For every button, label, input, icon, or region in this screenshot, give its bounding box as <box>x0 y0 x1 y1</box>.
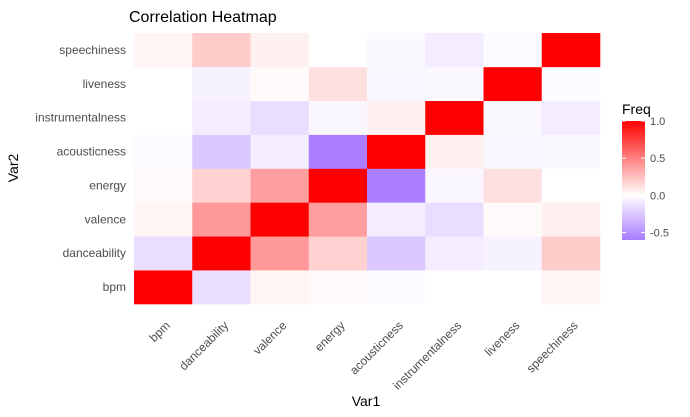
heatmap-cell-liveness-bpm <box>483 270 543 305</box>
heatmap-cell-liveness-liveness <box>483 66 543 102</box>
heatmap-cell-valence-danceability <box>250 236 310 271</box>
heatmap-cell-bpm-liveness <box>134 66 193 102</box>
y-tick-label-liveness: liveness <box>83 77 126 91</box>
heatmap-cell-bpm-energy <box>134 168 193 203</box>
heatmap-cell-danceability-valence <box>192 202 251 237</box>
heatmap-cell-valence-acousticness <box>250 134 310 169</box>
heatmap-cell-liveness-speechiness <box>483 33 543 68</box>
heatmap-cell-bpm-acousticness <box>134 134 193 169</box>
heatmap-cell-energy-energy <box>308 168 368 203</box>
heatmap-cell-bpm-danceability <box>134 236 193 271</box>
y-tick-label-valence: valence <box>85 212 127 226</box>
heatmap-cell-energy-speechiness <box>308 33 368 68</box>
x-axis-title: Var1 <box>352 393 381 409</box>
heatmap-cell-instrumentalness-danceability <box>425 236 484 271</box>
heatmap-cell-speechiness-bpm <box>541 270 601 305</box>
heatmap-cell-energy-acousticness <box>308 134 368 169</box>
heatmap-cell-danceability-energy <box>192 168 251 203</box>
heatmap-cell-speechiness-valence <box>541 202 601 237</box>
heatmap-cell-instrumentalness-instrumentalness <box>425 100 484 135</box>
heatmap-cell-instrumentalness-speechiness <box>425 33 484 68</box>
heatmap-cell-instrumentalness-liveness <box>425 66 484 102</box>
heatmap-cell-acousticness-speechiness <box>367 33 426 68</box>
heatmap-cell-acousticness-bpm <box>367 270 426 305</box>
heatmap-cell-energy-bpm <box>308 270 368 305</box>
legend-tick-label: 1.0 <box>650 116 665 128</box>
heatmap-cell-speechiness-speechiness <box>541 33 601 68</box>
y-tick-label-energy: energy <box>89 178 126 192</box>
heatmap-cell-instrumentalness-valence <box>425 202 484 237</box>
heatmap-cell-valence-valence <box>250 202 310 237</box>
heatmap-cell-liveness-valence <box>483 202 543 237</box>
y-tick-label-speechiness: speechiness <box>59 43 126 57</box>
heatmap-cell-danceability-liveness <box>192 66 251 102</box>
heatmap-cell-danceability-acousticness <box>192 134 251 169</box>
legend-colorbar <box>622 121 645 240</box>
heatmap-cell-acousticness-valence <box>367 202 426 237</box>
heatmap-cell-energy-liveness <box>308 66 368 102</box>
heatmap-cell-bpm-instrumentalness <box>134 100 193 135</box>
heatmap-cell-valence-liveness <box>250 66 310 102</box>
legend-tick-label: 0.0 <box>650 190 665 202</box>
heatmap-cell-speechiness-instrumentalness <box>541 100 601 135</box>
heatmap-cell-acousticness-liveness <box>367 66 426 102</box>
heatmap-cell-speechiness-energy <box>541 168 601 203</box>
heatmap-cell-speechiness-danceability <box>541 236 601 271</box>
heatmap-cell-instrumentalness-energy <box>425 168 484 203</box>
y-tick-label-instrumentalness: instrumentalness <box>35 111 126 125</box>
heatmap-cell-bpm-speechiness <box>134 33 193 68</box>
chart-title: Correlation Heatmap <box>129 9 277 26</box>
heatmap-cell-liveness-instrumentalness <box>483 100 543 135</box>
heatmap-cell-instrumentalness-bpm <box>425 270 484 305</box>
heatmap-cell-acousticness-energy <box>367 168 426 203</box>
heatmap-cell-danceability-bpm <box>192 270 251 305</box>
heatmap-cell-valence-energy <box>250 168 310 203</box>
heatmap-cell-acousticness-danceability <box>367 236 426 271</box>
heatmap-cell-valence-instrumentalness <box>250 100 310 135</box>
y-tick-label-danceability: danceability <box>63 246 126 260</box>
heatmap-cell-speechiness-liveness <box>541 66 601 102</box>
heatmap-cell-bpm-valence <box>134 202 193 237</box>
heatmap-cell-liveness-acousticness <box>483 134 543 169</box>
heatmap-cell-energy-danceability <box>308 236 368 271</box>
heatmap-cell-valence-speechiness <box>250 33 310 68</box>
heatmap-cell-instrumentalness-acousticness <box>425 134 484 169</box>
heatmap-cell-bpm-bpm <box>134 270 193 305</box>
heatmap-cell-danceability-instrumentalness <box>192 100 251 135</box>
heatmap-cell-liveness-danceability <box>483 236 543 271</box>
heatmap-cell-liveness-energy <box>483 168 543 203</box>
y-tick-label-bpm: bpm <box>103 280 126 294</box>
heatmap-cell-energy-valence <box>308 202 368 237</box>
heatmap-cell-acousticness-instrumentalness <box>367 100 426 135</box>
heatmap-cell-acousticness-acousticness <box>367 134 426 169</box>
heatmap-cell-energy-instrumentalness <box>308 100 368 135</box>
legend-title: Freq <box>622 101 651 117</box>
heatmap-cell-speechiness-acousticness <box>541 134 601 169</box>
heatmap-cell-danceability-speechiness <box>192 33 251 68</box>
y-tick-label-acousticness: acousticness <box>57 145 126 159</box>
heatmap-cells <box>134 33 601 305</box>
legend-tick-label: -0.5 <box>650 228 669 240</box>
legend-tick-label: 0.5 <box>650 153 665 165</box>
heatmap-cell-danceability-danceability <box>192 236 251 271</box>
color-legend: Freq 1.0 0.5 0.0 -0.5 <box>622 101 669 240</box>
y-axis-tick-labels: bpm danceability valence energy acousticness… <box>35 43 126 294</box>
y-axis-title: Var2 <box>5 154 21 183</box>
heatmap-cell-valence-bpm <box>250 270 310 305</box>
